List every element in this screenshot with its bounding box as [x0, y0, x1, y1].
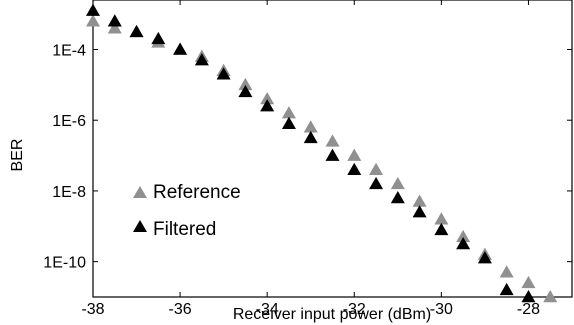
filtered-data-point — [86, 3, 100, 16]
reference-data-point — [260, 92, 275, 105]
filtered-data-point — [369, 176, 384, 190]
reference-data-point — [107, 21, 122, 34]
reference-data-point — [281, 106, 296, 119]
reference-data-point — [86, 14, 100, 27]
y-tick-label: 1E-10 — [43, 255, 86, 272]
y-axis-label: BER — [9, 139, 26, 172]
x-tick-label: -34 — [256, 301, 279, 318]
reference-data-point — [369, 162, 384, 175]
legend-marker-reference — [133, 186, 147, 198]
x-tick-label: -28 — [517, 301, 540, 318]
filtered-data-point — [151, 31, 166, 45]
plot-frame — [92, 0, 573, 298]
reference-data-point — [543, 290, 558, 303]
filtered-data-point — [456, 236, 471, 250]
filtered-data-point — [521, 290, 536, 303]
x-axis-label: Receiver input power (dBm) — [233, 306, 431, 323]
data-markers — [86, 3, 558, 303]
legend-label-filtered: Filtered — [153, 219, 216, 240]
reference-data-point — [412, 194, 427, 207]
filtered-data-point — [260, 99, 275, 112]
y-tick-label: 1E-6 — [52, 113, 86, 130]
x-tick-label: -30 — [430, 301, 453, 318]
filtered-data-point — [173, 42, 188, 55]
legend: Reference Filtered — [133, 182, 241, 240]
y-tick-label: 1E-4 — [52, 43, 86, 60]
filtered-data-point — [499, 282, 514, 296]
filtered-data-point — [107, 14, 122, 27]
filtered-data-point — [281, 116, 296, 129]
filtered-data-point — [477, 251, 492, 264]
reference-data-point — [347, 148, 362, 161]
reference-data-point — [390, 176, 405, 190]
filtered-data-point — [194, 53, 209, 66]
axis-tick-labels: -38 -36 -34 -32 -30 -28 1E-4 1E-6 1E-8 1E-10 — [43, 43, 540, 319]
filtered-data-point — [325, 148, 340, 161]
x-tick-label: -38 — [81, 301, 104, 318]
filtered-data-point — [434, 222, 449, 236]
filtered-data-point — [347, 162, 362, 175]
reference-data-point — [499, 265, 514, 278]
filtered-data-point — [238, 84, 253, 98]
legend-label-reference: Reference — [153, 182, 241, 203]
x-tick-label: -36 — [169, 301, 192, 318]
x-tick-label: -32 — [343, 301, 366, 318]
reference-data-point — [456, 229, 471, 243]
y-tick-label: 1E-8 — [52, 184, 86, 201]
filtered-data-point — [216, 67, 231, 80]
filtered-data-point — [390, 191, 405, 204]
filtered-data-point — [129, 24, 144, 38]
filtered-data-point — [412, 205, 427, 218]
reference-data-point — [238, 77, 253, 91]
reference-data-point — [325, 134, 340, 147]
reference-data-point — [434, 212, 449, 225]
legend-marker-filtered — [133, 220, 147, 232]
reference-data-point — [521, 275, 536, 289]
reference-data-point — [303, 120, 318, 133]
filtered-data-point — [303, 130, 318, 144]
